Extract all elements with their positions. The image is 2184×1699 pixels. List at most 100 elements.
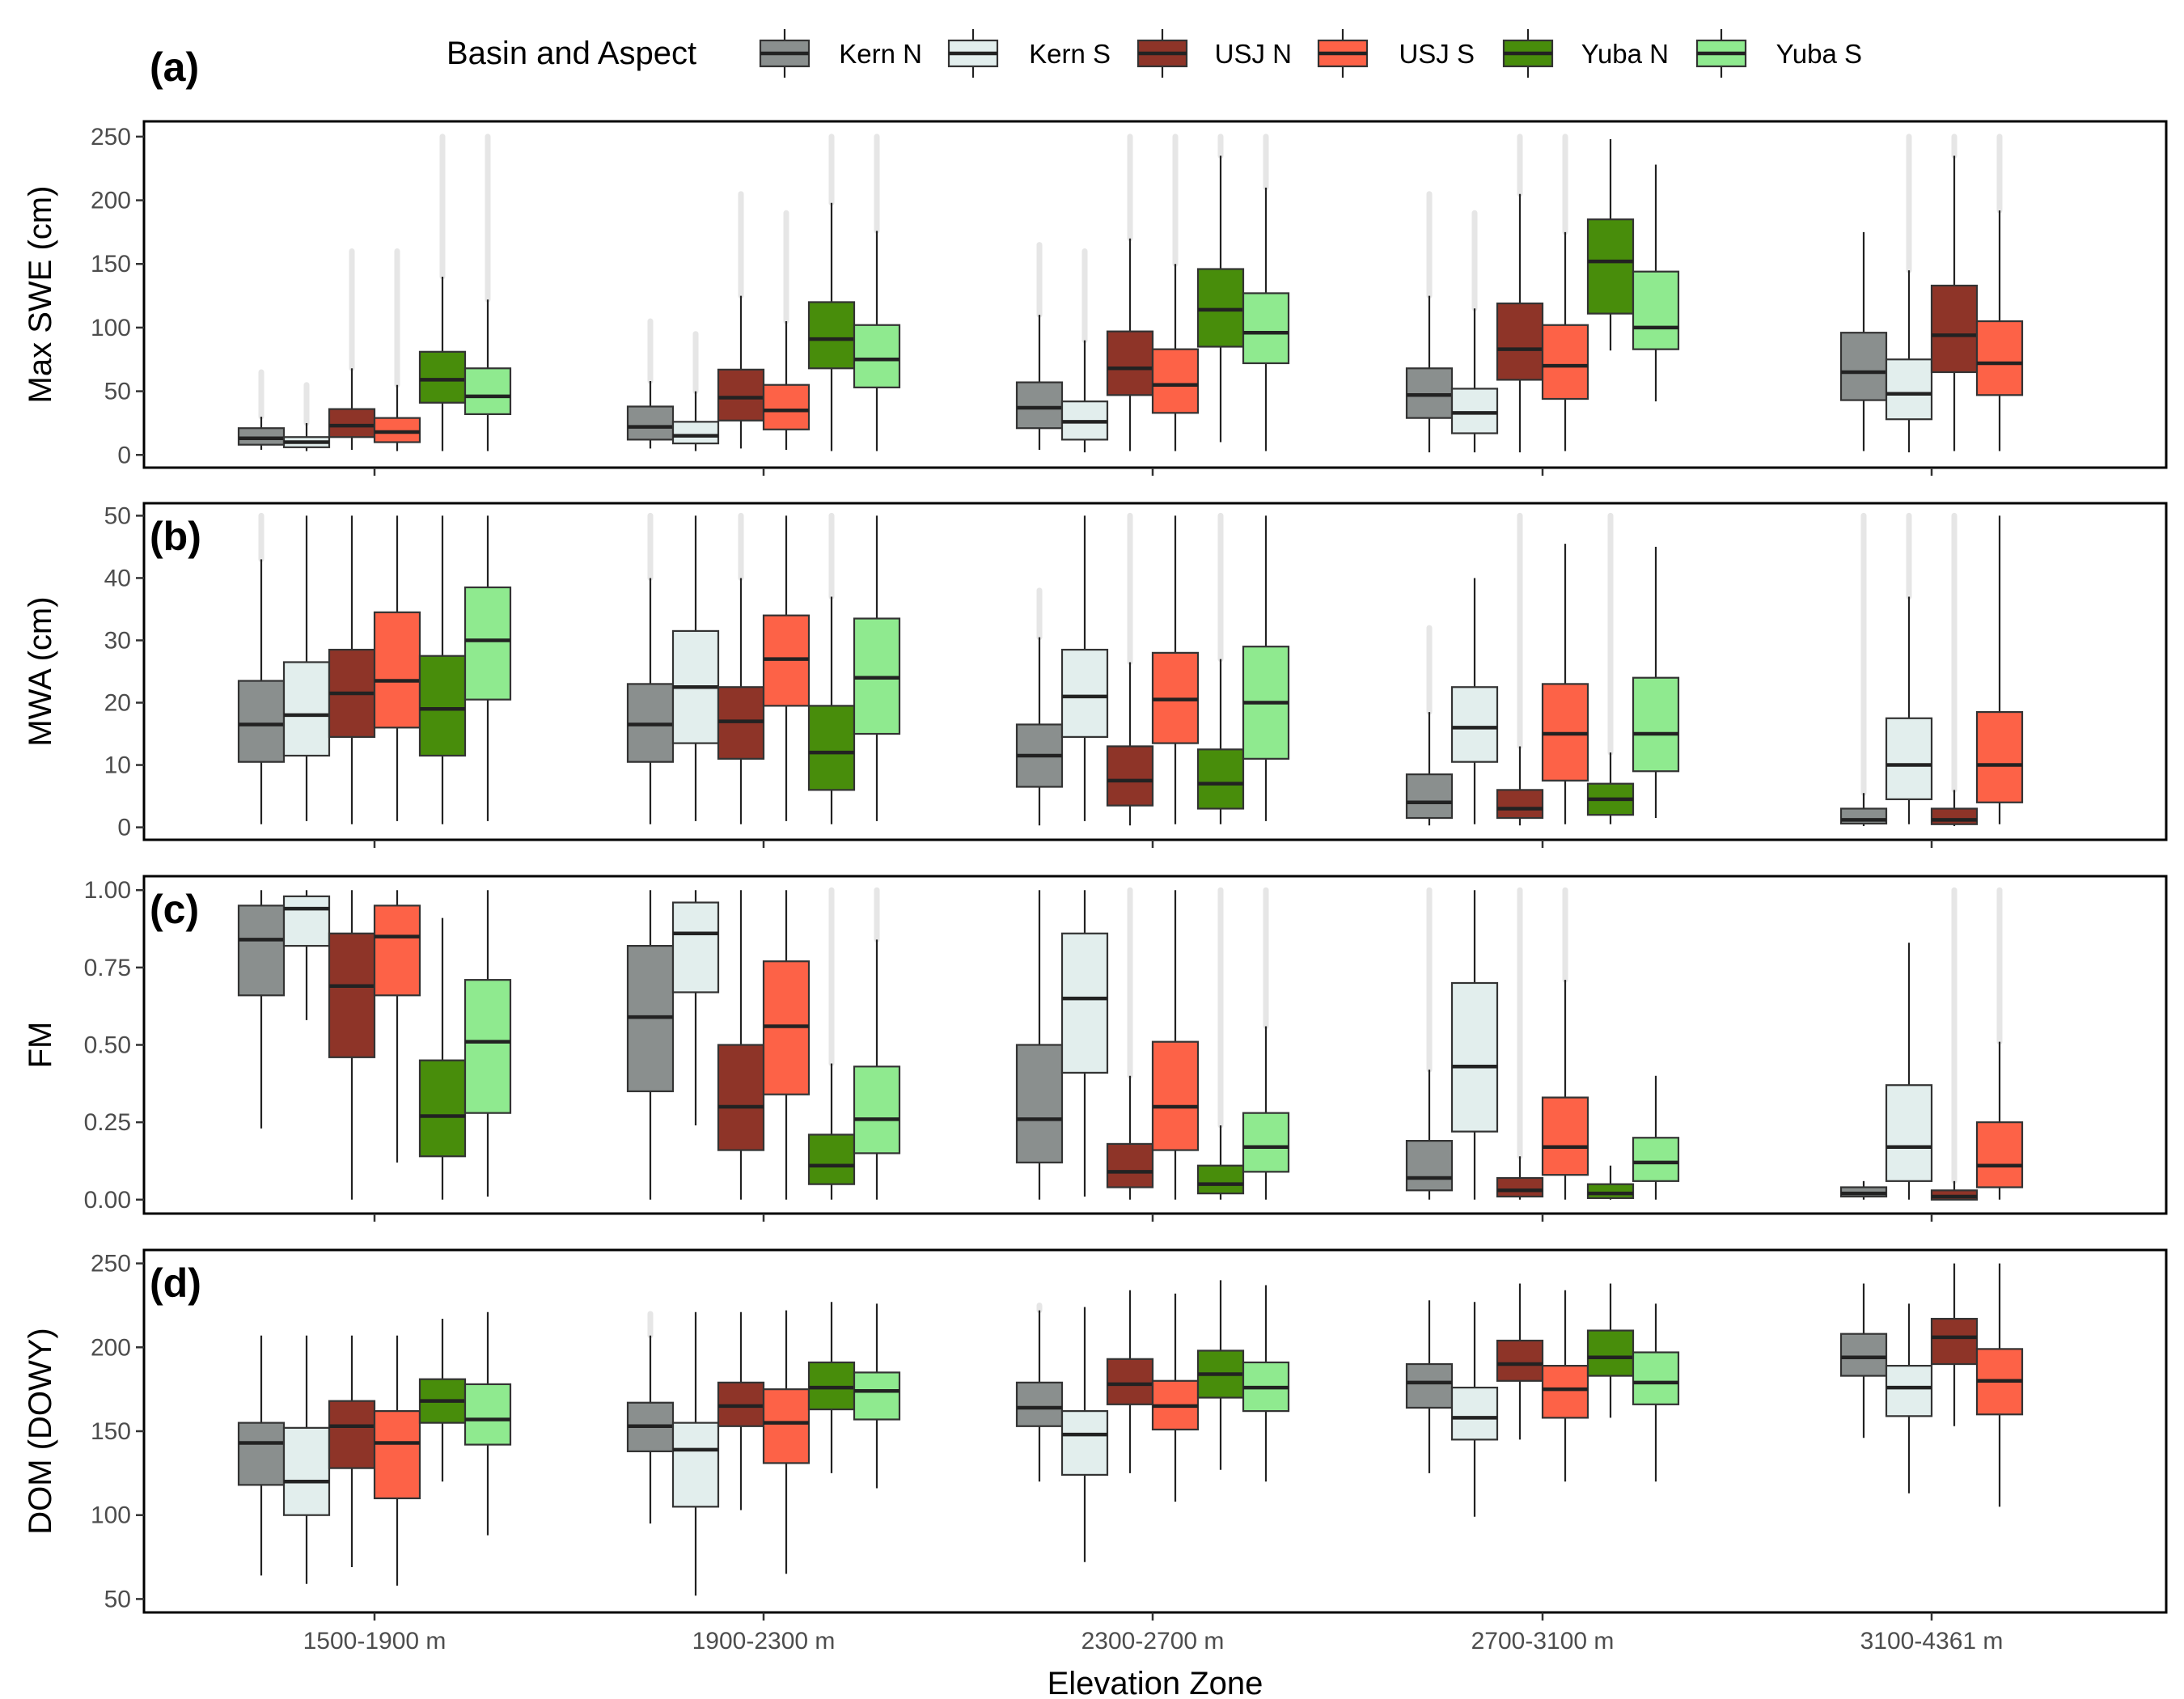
x-tick-label-3100-4361: 3100-4361 m (1860, 1628, 2004, 1655)
box-usj-n-1 (717, 890, 765, 1200)
box-usj-s-3 (1541, 887, 1589, 1200)
box-yuba-s-1 (853, 133, 901, 451)
iqr-box (762, 383, 811, 430)
series-yuba-s (463, 887, 1680, 1200)
box-yuba-s-2 (1242, 887, 1290, 1200)
box-usj-n-1 (717, 512, 765, 824)
legend-item-kern-s: Kern S (947, 29, 1111, 78)
series-yuba-s (463, 133, 1680, 451)
iqr-box (463, 1383, 512, 1446)
iqr-box (1450, 1386, 1499, 1441)
x-tick-label-1500-1900: 1500-1900 m (303, 1628, 447, 1655)
box-usj-n-2 (1106, 512, 1154, 826)
iqr-box (1586, 1183, 1635, 1199)
box-usj-s-2 (1151, 1293, 1200, 1502)
box-usj-n-0 (328, 248, 376, 450)
y-tick-label: 50 (104, 379, 131, 405)
panel-frame (142, 502, 2168, 841)
box-kern-n-3 (1405, 191, 1454, 453)
y-tick-label: 200 (91, 1334, 131, 1361)
box-usj-n-4 (1930, 133, 1979, 451)
iqr-box (1496, 302, 1544, 381)
series-kern-n (237, 512, 1888, 827)
iqr-box (1632, 270, 1680, 350)
iqr-box (671, 1421, 720, 1508)
box-usj-n-4 (1930, 512, 1979, 827)
series-yuba-n (418, 133, 1635, 451)
y-tick-label: 0.75 (84, 955, 131, 981)
iqr-box (418, 655, 467, 757)
iqr-box (807, 1133, 856, 1185)
box-kern-n-2 (1015, 587, 1064, 826)
iqr-box (282, 1426, 331, 1516)
box-usj-n-2 (1106, 133, 1154, 451)
iqr-box (807, 705, 856, 791)
series-kern-s (282, 890, 1933, 1200)
panel-b: 0 10 20 30 40 50 MWA (cm) (b) (23, 502, 2168, 848)
box-usj-s-2 (1151, 133, 1200, 451)
iqr-box (463, 586, 512, 701)
iqr-box (1060, 648, 1109, 738)
iqr-box (1885, 358, 1933, 421)
iqr-box (1106, 330, 1154, 396)
iqr-box (1242, 292, 1290, 365)
iqr-box (328, 932, 376, 1058)
legend-label-kern-s: Kern S (1029, 39, 1111, 69)
iqr-box (237, 427, 286, 446)
y-tick-label: 100 (91, 315, 131, 341)
series-yuba-n (418, 512, 1635, 824)
iqr-box (328, 408, 376, 439)
box-yuba-n-1 (807, 133, 856, 451)
iqr-box (1975, 320, 2024, 396)
legend-label-usj-s: USJ S (1399, 39, 1475, 69)
y-tick-label: 150 (91, 1418, 131, 1445)
series-kern-s (282, 512, 1933, 824)
box-yuba-n-3 (1586, 139, 1635, 351)
box-kern-n-0 (237, 369, 286, 450)
iqr-box (373, 1410, 421, 1500)
box-usj-n-4 (1930, 1263, 1979, 1426)
box-yuba-s-0 (463, 133, 512, 451)
box-usj-n-3 (1496, 133, 1544, 453)
iqr-box (1242, 1112, 1290, 1173)
iqr-box (1450, 388, 1499, 434)
box-yuba-s-1 (853, 887, 901, 1200)
iqr-box (1930, 807, 1979, 825)
y-tick-label: 10 (104, 752, 131, 779)
iqr-box (373, 905, 421, 997)
panel-tag: (d) (150, 1260, 201, 1306)
box-usj-s-3 (1541, 133, 1589, 451)
box-yuba-n-2 (1196, 133, 1245, 443)
y-axis-title: DOM (DOWY) (23, 1328, 58, 1535)
box-kern-s-0 (282, 382, 331, 451)
panel-a: 0 50 100 150 200 250 Max SWE (cm) (a) (23, 44, 2168, 476)
legend-item-usj-n: USJ N (1136, 29, 1292, 78)
iqr-box (1151, 1040, 1200, 1151)
iqr-box (1885, 1365, 1933, 1417)
x-axis-title: Elevation Zone (1048, 1666, 1263, 1699)
box-yuba-s-2 (1242, 133, 1290, 451)
y-tick-label: 0.00 (84, 1187, 131, 1214)
box-kern-s-3 (1450, 578, 1499, 824)
legend-item-usj-s: USJ S (1317, 29, 1475, 78)
box-yuba-n-2 (1196, 512, 1245, 824)
box-kern-n-0 (237, 890, 286, 1129)
series-kern-s (282, 1302, 1933, 1596)
box-usj-n-0 (328, 890, 376, 1200)
iqr-box (373, 417, 421, 443)
iqr-box (1541, 1096, 1589, 1176)
y-tick-label: 20 (104, 690, 131, 717)
box-kern-n-1 (626, 1311, 675, 1524)
iqr-box (328, 1400, 376, 1469)
iqr-box (1106, 1142, 1154, 1188)
box-yuba-s-3 (1632, 164, 1680, 402)
iqr-box (1015, 1381, 1064, 1427)
iqr-box (853, 1371, 901, 1421)
iqr-box (1975, 710, 2024, 803)
box-yuba-s-0 (463, 515, 512, 821)
y-tick-label: 50 (104, 1586, 131, 1612)
series-kern-n (237, 1283, 1888, 1576)
box-kern-n-4 (1839, 1180, 1888, 1200)
panel-tag: (b) (150, 514, 201, 559)
